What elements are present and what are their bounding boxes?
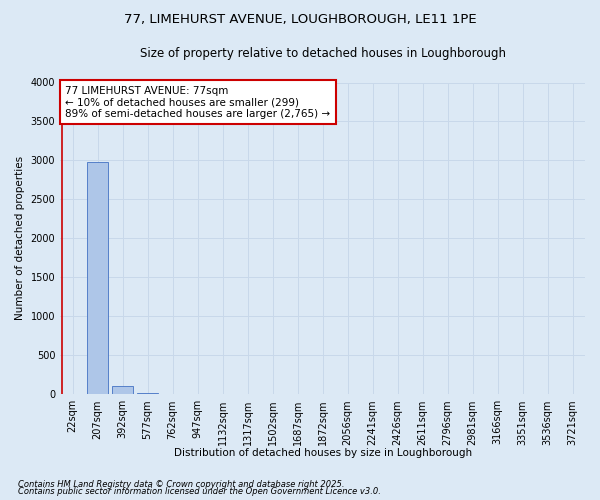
Y-axis label: Number of detached properties: Number of detached properties	[15, 156, 25, 320]
Text: 77, LIMEHURST AVENUE, LOUGHBOROUGH, LE11 1PE: 77, LIMEHURST AVENUE, LOUGHBOROUGH, LE11…	[124, 12, 476, 26]
X-axis label: Distribution of detached houses by size in Loughborough: Distribution of detached houses by size …	[173, 448, 472, 458]
Bar	[87, 162, 108, 394]
Bar	[112, 386, 133, 394]
Bar	[137, 393, 158, 394]
Text: Contains HM Land Registry data © Crown copyright and database right 2025.: Contains HM Land Registry data © Crown c…	[18, 480, 344, 489]
Title: Size of property relative to detached houses in Loughborough: Size of property relative to detached ho…	[140, 48, 506, 60]
Text: 77 LIMEHURST AVENUE: 77sqm
← 10% of detached houses are smaller (299)
89% of sem: 77 LIMEHURST AVENUE: 77sqm ← 10% of deta…	[65, 86, 331, 119]
Text: Contains public sector information licensed under the Open Government Licence v3: Contains public sector information licen…	[18, 487, 381, 496]
